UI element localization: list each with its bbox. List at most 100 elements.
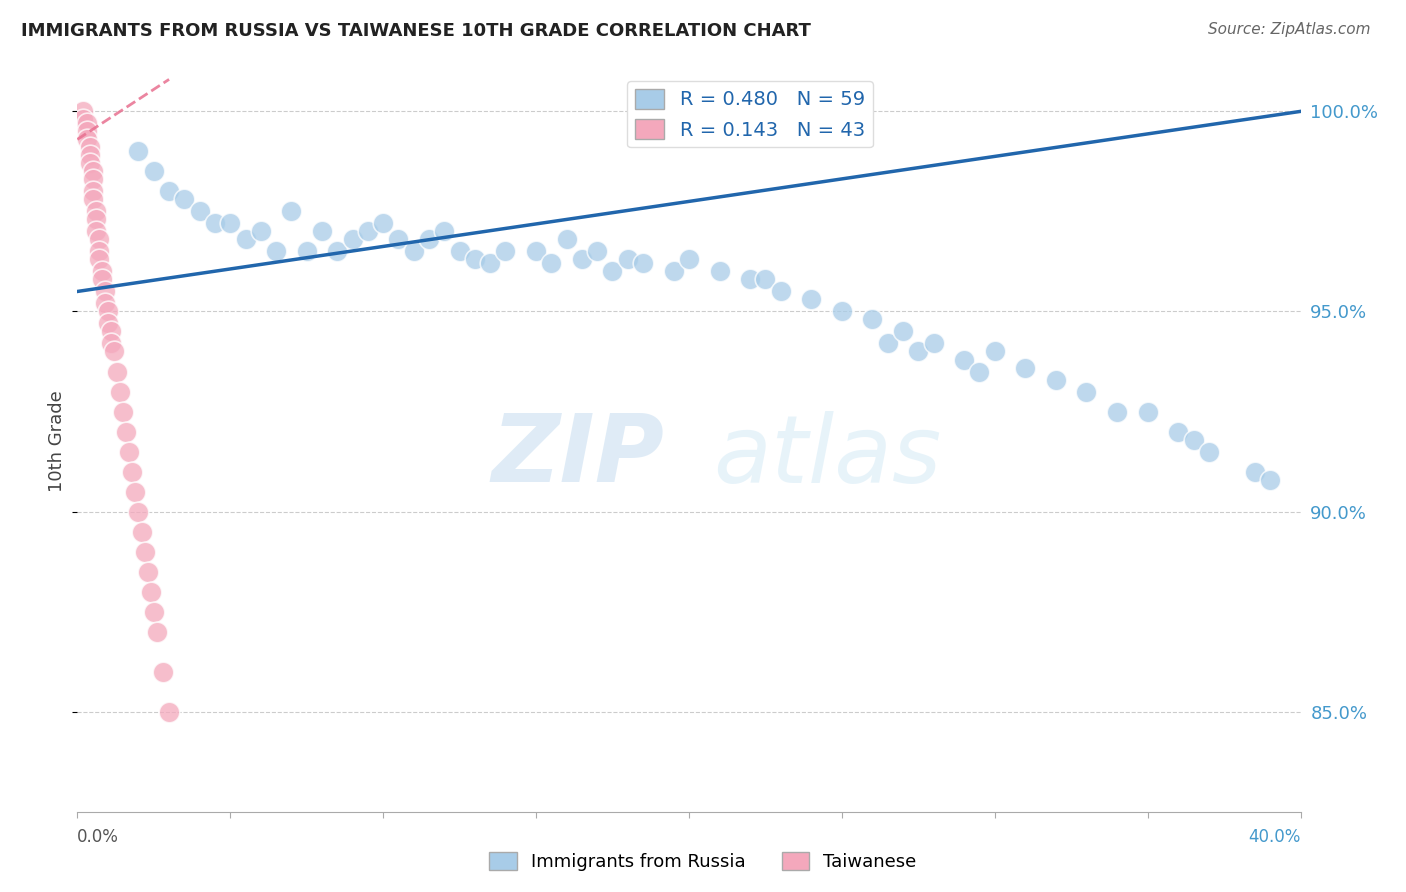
Point	[82, 164, 104, 178]
Point	[115, 425, 138, 439]
Point	[709, 264, 731, 278]
Text: atlas: atlas	[713, 411, 942, 502]
Point	[1167, 425, 1189, 439]
Point	[831, 304, 853, 318]
Point	[84, 204, 107, 219]
Text: IMMIGRANTS FROM RUSSIA VS TAIWANESE 10TH GRADE CORRELATION CHART: IMMIGRANTS FROM RUSSIA VS TAIWANESE 10TH…	[21, 22, 811, 40]
Point	[97, 304, 120, 318]
Point	[969, 364, 991, 378]
Point	[464, 252, 486, 267]
Point	[357, 224, 380, 238]
Point	[280, 204, 302, 219]
Point	[1076, 384, 1098, 399]
Point	[72, 112, 94, 127]
Point	[94, 285, 117, 299]
Point	[79, 156, 101, 170]
Point	[953, 352, 976, 367]
Point	[142, 605, 165, 619]
Text: 40.0%: 40.0%	[1249, 828, 1301, 846]
Point	[540, 256, 562, 270]
Point	[1243, 465, 1265, 479]
Point	[76, 116, 98, 130]
Point	[295, 244, 318, 259]
Point	[862, 312, 884, 326]
Point	[84, 224, 107, 238]
Point	[146, 624, 169, 639]
Legend: Immigrants from Russia, Taiwanese: Immigrants from Russia, Taiwanese	[482, 845, 924, 879]
Point	[1198, 444, 1220, 458]
Point	[433, 224, 456, 238]
Text: ZIP: ZIP	[492, 410, 665, 502]
Point	[152, 665, 174, 679]
Point	[100, 336, 122, 351]
Point	[103, 344, 125, 359]
Point	[891, 325, 914, 339]
Point	[1136, 404, 1159, 418]
Point	[97, 317, 120, 331]
Point	[124, 484, 146, 499]
Point	[76, 132, 98, 146]
Point	[136, 565, 159, 579]
Point	[87, 232, 110, 246]
Point	[586, 244, 609, 259]
Point	[1045, 372, 1067, 386]
Point	[678, 252, 700, 267]
Point	[142, 164, 165, 178]
Point	[387, 232, 409, 246]
Point	[602, 264, 624, 278]
Legend: R = 0.480   N = 59, R = 0.143   N = 43: R = 0.480 N = 59, R = 0.143 N = 43	[627, 81, 873, 147]
Point	[100, 325, 122, 339]
Point	[94, 296, 117, 310]
Point	[555, 232, 578, 246]
Point	[173, 193, 195, 207]
Point	[479, 256, 502, 270]
Point	[79, 140, 101, 154]
Point	[876, 336, 898, 351]
Point	[754, 272, 776, 286]
Point	[139, 584, 162, 599]
Point	[907, 344, 929, 359]
Point	[342, 232, 364, 246]
Point	[87, 244, 110, 259]
Point	[1107, 404, 1129, 418]
Point	[84, 212, 107, 227]
Point	[371, 216, 394, 230]
Point	[82, 185, 104, 199]
Point	[571, 252, 593, 267]
Point	[72, 104, 94, 119]
Point	[134, 544, 156, 558]
Point	[118, 444, 141, 458]
Point	[631, 256, 654, 270]
Point	[264, 244, 287, 259]
Point	[87, 252, 110, 267]
Text: Source: ZipAtlas.com: Source: ZipAtlas.com	[1208, 22, 1371, 37]
Point	[157, 185, 180, 199]
Point	[769, 285, 792, 299]
Point	[235, 232, 257, 246]
Point	[157, 705, 180, 719]
Point	[250, 224, 273, 238]
Point	[82, 193, 104, 207]
Point	[76, 124, 98, 138]
Point	[131, 524, 153, 539]
Point	[219, 216, 242, 230]
Point	[121, 465, 143, 479]
Point	[105, 364, 128, 378]
Point	[495, 244, 517, 259]
Point	[90, 264, 112, 278]
Point	[326, 244, 349, 259]
Point	[984, 344, 1007, 359]
Point	[128, 145, 150, 159]
Point	[204, 216, 226, 230]
Point	[108, 384, 131, 399]
Point	[1258, 473, 1281, 487]
Point	[922, 336, 945, 351]
Point	[662, 264, 685, 278]
Point	[617, 252, 640, 267]
Point	[800, 293, 823, 307]
Point	[82, 172, 104, 186]
Point	[90, 272, 112, 286]
Point	[740, 272, 762, 286]
Point	[79, 148, 101, 162]
Point	[311, 224, 333, 238]
